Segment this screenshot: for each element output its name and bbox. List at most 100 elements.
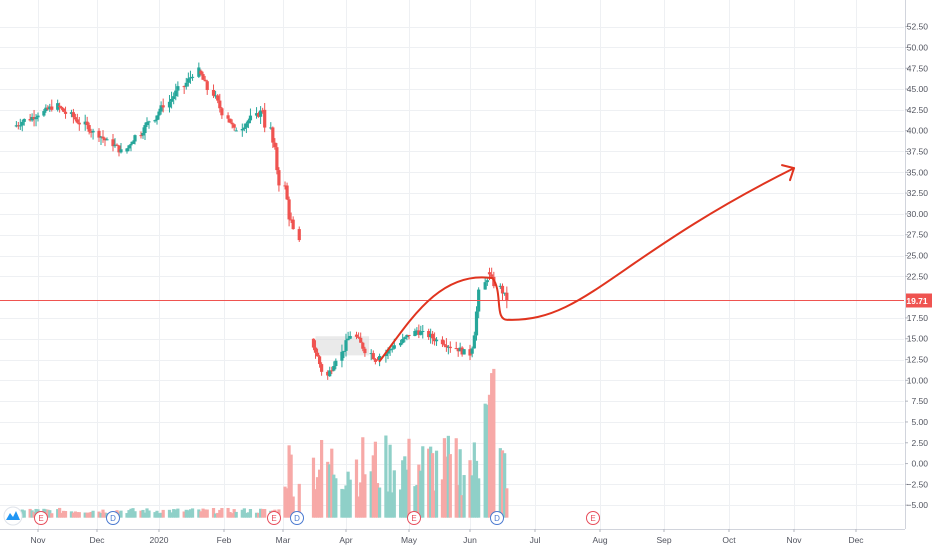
time-tick-label: Dec (848, 535, 864, 545)
candle-body (460, 347, 464, 355)
candle-body (419, 331, 423, 335)
price-tick-label: −2.50 (906, 479, 928, 489)
grid-lines (0, 0, 904, 529)
candle-body (431, 333, 435, 339)
candle-body (190, 76, 195, 78)
candle-body (500, 285, 505, 294)
candle-body (71, 112, 75, 118)
volume-bar (431, 453, 435, 518)
volume-bar (454, 438, 458, 518)
candle-body (485, 280, 489, 283)
candle-body (56, 103, 60, 110)
candle-body (188, 77, 193, 79)
candle-body (234, 130, 238, 132)
candle-body (44, 107, 48, 112)
volume-bar (89, 511, 93, 518)
candle-body (403, 337, 407, 339)
time-tick-label: Jun (463, 535, 477, 545)
candle-body (297, 229, 301, 241)
candle-body (14, 125, 18, 127)
candle-body (61, 108, 66, 112)
price-axis[interactable]: 52.50 50.00 47.50 45.00 42.50 40.00 37.50 35.00… (905, 0, 932, 529)
volume-bar (197, 509, 201, 518)
candle-body (184, 82, 188, 87)
dividend-marker[interactable]: D (490, 511, 504, 525)
candle-body (46, 107, 50, 110)
candle-body (330, 370, 334, 372)
candle-body (468, 349, 472, 356)
volume-bar (157, 513, 161, 518)
candle-body (73, 117, 77, 120)
volume-bar (297, 483, 301, 518)
volume-bar (91, 510, 95, 518)
candle-body (131, 141, 135, 144)
volume-bar (369, 471, 373, 518)
volume-bar (456, 485, 460, 518)
volume-bar (373, 441, 377, 518)
volume-bar (97, 511, 101, 518)
earnings-marker[interactable]: E (34, 511, 48, 525)
candle-body (487, 272, 492, 275)
volume-bar (285, 488, 289, 518)
volume-bar (119, 510, 123, 518)
volume-bar (440, 479, 445, 518)
volume-bar (87, 512, 91, 518)
candle-body (157, 111, 161, 116)
candle-body (392, 345, 396, 349)
candle-body (228, 118, 232, 123)
candle-body (167, 101, 172, 108)
earnings-marker[interactable]: E (407, 511, 421, 525)
candle-body (446, 346, 450, 348)
candle-body (60, 106, 64, 109)
dividend-marker[interactable]: D (290, 511, 304, 525)
volume-bar (477, 478, 481, 518)
price-tick-label: 35.00 (907, 167, 929, 177)
candle-body (503, 292, 507, 294)
candle-body (182, 86, 186, 88)
volume-bar (22, 510, 26, 518)
volume-bar (220, 508, 224, 518)
drawn-arrow-path (378, 164, 795, 363)
volume-bar (182, 511, 186, 518)
candle-body (373, 359, 377, 362)
volume-bar (254, 512, 259, 518)
volume-bar (311, 457, 316, 518)
earnings-marker[interactable]: E (586, 511, 600, 525)
candle-body (434, 339, 439, 342)
candle-body (91, 130, 95, 133)
candle-body (147, 121, 151, 123)
candle-body (153, 120, 157, 122)
volume-bar (147, 510, 151, 518)
candle-body (246, 120, 251, 124)
volume-bar (462, 475, 466, 518)
time-axis[interactable]: Nov Dec 2020 Feb Mar Apr May Jun Jul Aug Sep Oct Nov… (0, 529, 932, 550)
earnings-marker[interactable]: E (267, 511, 281, 525)
candle-body (159, 105, 163, 112)
volume-bar (320, 439, 324, 518)
event-letter: D (110, 514, 116, 523)
volume-bar (125, 513, 129, 518)
volume-bar (133, 511, 137, 518)
arrow-head-icon (781, 164, 795, 182)
volume-bar (214, 513, 218, 518)
volume-bar (131, 508, 135, 518)
dividend-marker[interactable]: D (106, 511, 120, 525)
volume-bar (446, 435, 450, 518)
candle-body (384, 353, 388, 356)
candle-body (454, 348, 458, 350)
time-tick-label: Dec (89, 535, 105, 545)
price-tick-label: 12.50 (907, 355, 929, 365)
volume-bar (505, 488, 509, 518)
volume-bar (357, 496, 361, 518)
candle-body (111, 139, 115, 147)
candle-body (172, 96, 176, 99)
candle-body (169, 98, 174, 102)
event-circle (106, 511, 120, 525)
candle-body (75, 119, 79, 123)
candle-body (201, 74, 205, 80)
arrow-curve (378, 167, 795, 363)
price-tick-label: 52.50 (907, 22, 929, 32)
price-tick-label: 2.50 (911, 438, 928, 448)
